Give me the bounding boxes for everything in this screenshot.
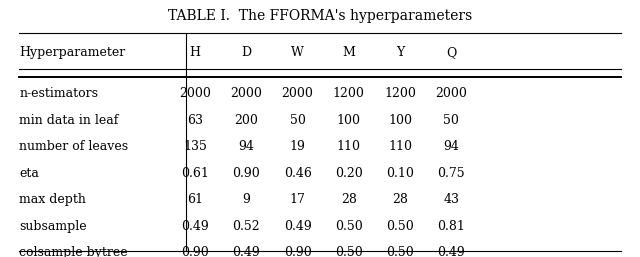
Text: 0.49: 0.49 (181, 220, 209, 233)
Text: 0.81: 0.81 (437, 220, 465, 233)
Text: W: W (291, 46, 304, 59)
Text: 19: 19 (290, 140, 305, 153)
Text: TABLE I.  The FFORMA's hyperparameters: TABLE I. The FFORMA's hyperparameters (168, 9, 472, 23)
Text: 200: 200 (234, 114, 259, 127)
Text: 0.90: 0.90 (284, 246, 312, 257)
Text: M: M (342, 46, 355, 59)
Text: 94: 94 (239, 140, 254, 153)
Text: 61: 61 (187, 193, 204, 206)
Text: 2000: 2000 (230, 87, 262, 100)
Text: 135: 135 (183, 140, 207, 153)
Text: 1200: 1200 (384, 87, 416, 100)
Text: 0.50: 0.50 (335, 220, 363, 233)
Text: 0.50: 0.50 (335, 246, 363, 257)
Text: 2000: 2000 (179, 87, 211, 100)
Text: n-estimators: n-estimators (19, 87, 98, 100)
Text: 28: 28 (341, 193, 356, 206)
Text: 50: 50 (290, 114, 305, 127)
Text: 0.52: 0.52 (232, 220, 260, 233)
Text: D: D (241, 46, 252, 59)
Text: 0.90: 0.90 (181, 246, 209, 257)
Text: 110: 110 (337, 140, 361, 153)
Text: 0.49: 0.49 (232, 246, 260, 257)
Text: 28: 28 (392, 193, 408, 206)
Text: 43: 43 (443, 193, 460, 206)
Text: 17: 17 (290, 193, 305, 206)
Text: 0.75: 0.75 (437, 167, 465, 180)
Text: 0.10: 0.10 (386, 167, 414, 180)
Text: subsample: subsample (19, 220, 87, 233)
Text: 94: 94 (444, 140, 459, 153)
Text: 1200: 1200 (333, 87, 365, 100)
Text: 2000: 2000 (282, 87, 314, 100)
Text: 0.20: 0.20 (335, 167, 363, 180)
Text: 0.46: 0.46 (284, 167, 312, 180)
Text: 0.90: 0.90 (232, 167, 260, 180)
Text: eta: eta (19, 167, 39, 180)
Text: 0.61: 0.61 (181, 167, 209, 180)
Text: colsample bytree: colsample bytree (19, 246, 128, 257)
Text: 0.49: 0.49 (284, 220, 312, 233)
Text: 100: 100 (337, 114, 361, 127)
Text: Q: Q (446, 46, 456, 59)
Text: 100: 100 (388, 114, 412, 127)
Text: Y: Y (396, 46, 404, 59)
Text: 0.50: 0.50 (386, 220, 414, 233)
Text: 0.50: 0.50 (386, 246, 414, 257)
Text: min data in leaf: min data in leaf (19, 114, 118, 127)
Text: 110: 110 (388, 140, 412, 153)
Text: 2000: 2000 (435, 87, 467, 100)
Text: 50: 50 (444, 114, 459, 127)
Text: number of leaves: number of leaves (19, 140, 129, 153)
Text: max depth: max depth (19, 193, 86, 206)
Text: 63: 63 (187, 114, 204, 127)
Text: H: H (189, 46, 201, 59)
Text: Hyperparameter: Hyperparameter (19, 46, 125, 59)
Text: 0.49: 0.49 (437, 246, 465, 257)
Text: 9: 9 (243, 193, 250, 206)
